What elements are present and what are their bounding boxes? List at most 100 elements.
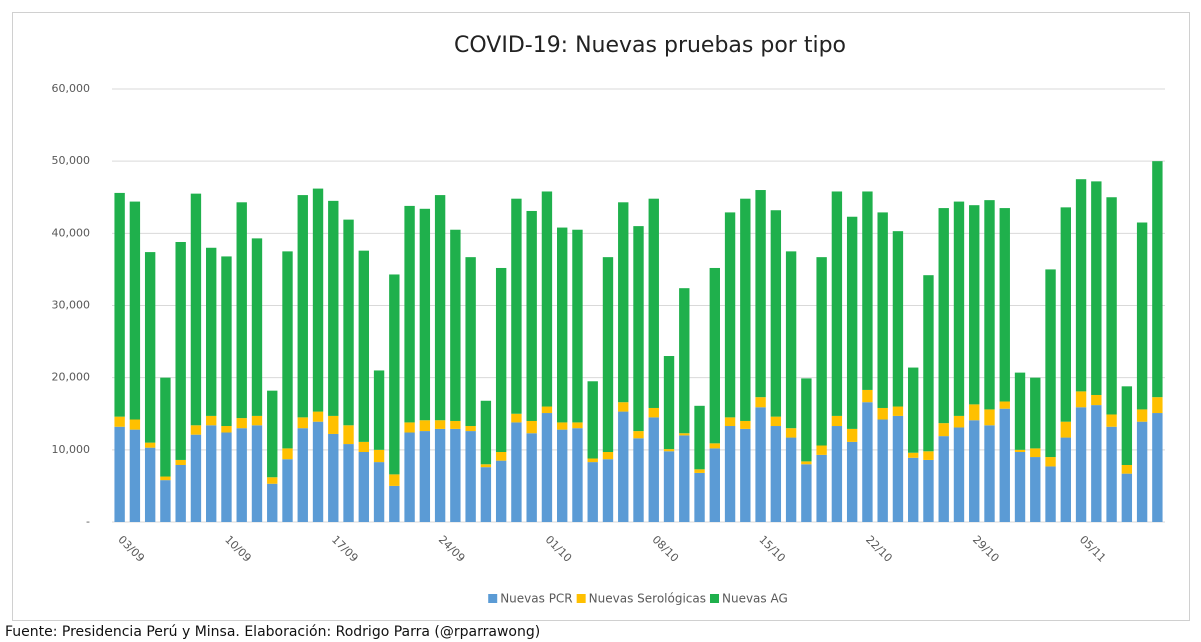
bar-segment <box>953 427 965 522</box>
bar-segment <box>495 451 507 461</box>
bar-segment <box>1106 426 1117 522</box>
bar-segment <box>221 432 232 522</box>
bar-segment <box>1060 437 1071 522</box>
bar-segment <box>114 192 125 417</box>
bar-segment <box>953 415 965 428</box>
bar-segment <box>740 428 751 522</box>
bar-segment <box>709 448 720 522</box>
bar-segment <box>465 426 476 432</box>
bar-segment <box>862 191 873 390</box>
bar-segment <box>251 238 263 416</box>
bar-segment <box>587 381 598 459</box>
bar-segment <box>938 423 949 437</box>
bar-segment <box>877 419 888 522</box>
bar-segment <box>495 267 507 452</box>
bar-segment <box>267 390 278 478</box>
bar-segment <box>206 415 217 426</box>
bar-segment <box>801 461 812 465</box>
bar-segment <box>1091 405 1102 522</box>
legend-swatch <box>488 594 498 603</box>
bar-segment <box>969 404 980 421</box>
bar-segment <box>236 428 247 522</box>
bar-segment <box>267 483 278 522</box>
bar-segment <box>923 459 934 522</box>
bar-segment <box>328 200 339 416</box>
bar-segment <box>1045 457 1056 467</box>
bar-segment <box>297 195 308 418</box>
bar-segment <box>923 451 934 460</box>
bar-segment <box>373 449 385 463</box>
bar-segment <box>862 389 873 403</box>
bar-segment <box>999 401 1010 409</box>
bar-segment <box>1106 197 1117 415</box>
bar-segment <box>892 406 904 416</box>
bar-segment <box>236 418 247 429</box>
bar-segment <box>480 400 492 465</box>
bar-segment <box>282 459 293 522</box>
bar-segment <box>1152 161 1163 398</box>
bar-segment <box>389 485 400 522</box>
bar-segment <box>389 474 400 486</box>
bar-segment <box>846 216 858 429</box>
y-tick-label: 50,000 <box>52 154 91 167</box>
bar-segment <box>206 247 217 416</box>
bar-segment <box>312 411 324 422</box>
bar-segment <box>404 432 415 522</box>
bar-segment <box>938 436 949 522</box>
bar-segment <box>297 417 308 429</box>
bar-segment <box>618 402 629 412</box>
bar-segment <box>1075 407 1087 522</box>
bar-segment <box>1075 179 1087 392</box>
bar-segment <box>328 433 339 522</box>
bar-segment <box>297 428 308 522</box>
bar-segment <box>312 421 324 522</box>
bar-segment <box>724 212 736 418</box>
bar-segment <box>511 198 522 414</box>
bar-segment <box>755 407 766 522</box>
bar-segment <box>602 459 614 522</box>
bar-segment <box>1121 464 1133 474</box>
bar-segment <box>1136 222 1148 410</box>
bar-segment <box>1030 457 1041 522</box>
bar-segment <box>434 195 446 421</box>
bar-segment <box>526 210 537 421</box>
bar-segment <box>129 419 141 430</box>
bar-segment <box>709 267 720 444</box>
bar-segment <box>770 210 782 417</box>
bar-segment <box>969 420 980 522</box>
bar-segment <box>663 451 675 522</box>
bar-segment <box>831 191 843 416</box>
bar-segment <box>984 409 995 426</box>
bar-segment <box>999 208 1010 402</box>
legend-label: Nuevas PCR <box>500 592 572 606</box>
bar-segment <box>846 428 858 442</box>
bar-segment <box>358 441 369 452</box>
y-tick-label: 30,000 <box>52 299 91 312</box>
bar-segment <box>1091 181 1102 395</box>
bar-segment <box>740 420 751 429</box>
bar-segment <box>114 426 125 522</box>
y-tick-label: - <box>86 515 90 528</box>
bar-segment <box>404 422 415 433</box>
bar-segment <box>984 200 995 410</box>
bar-segment <box>1060 207 1071 422</box>
bar-segment <box>1121 386 1133 465</box>
bar-segment <box>511 422 522 522</box>
bar-segment <box>251 415 263 426</box>
bar-segment <box>755 397 766 408</box>
legend-label: Nuevas AG <box>722 592 788 606</box>
bar-segment <box>144 252 156 443</box>
bar-segment <box>1014 449 1026 452</box>
bar-segment <box>846 441 858 522</box>
bar-segment <box>129 429 141 522</box>
bar-segment <box>572 422 583 429</box>
bar-segment <box>267 477 278 484</box>
bar-segment <box>572 428 583 522</box>
bar-segment <box>389 274 400 475</box>
bar-segment <box>282 448 293 460</box>
bar-segment <box>343 219 354 426</box>
bar-segment <box>679 288 690 434</box>
bar-segment <box>694 472 705 522</box>
bar-segment <box>618 202 629 403</box>
